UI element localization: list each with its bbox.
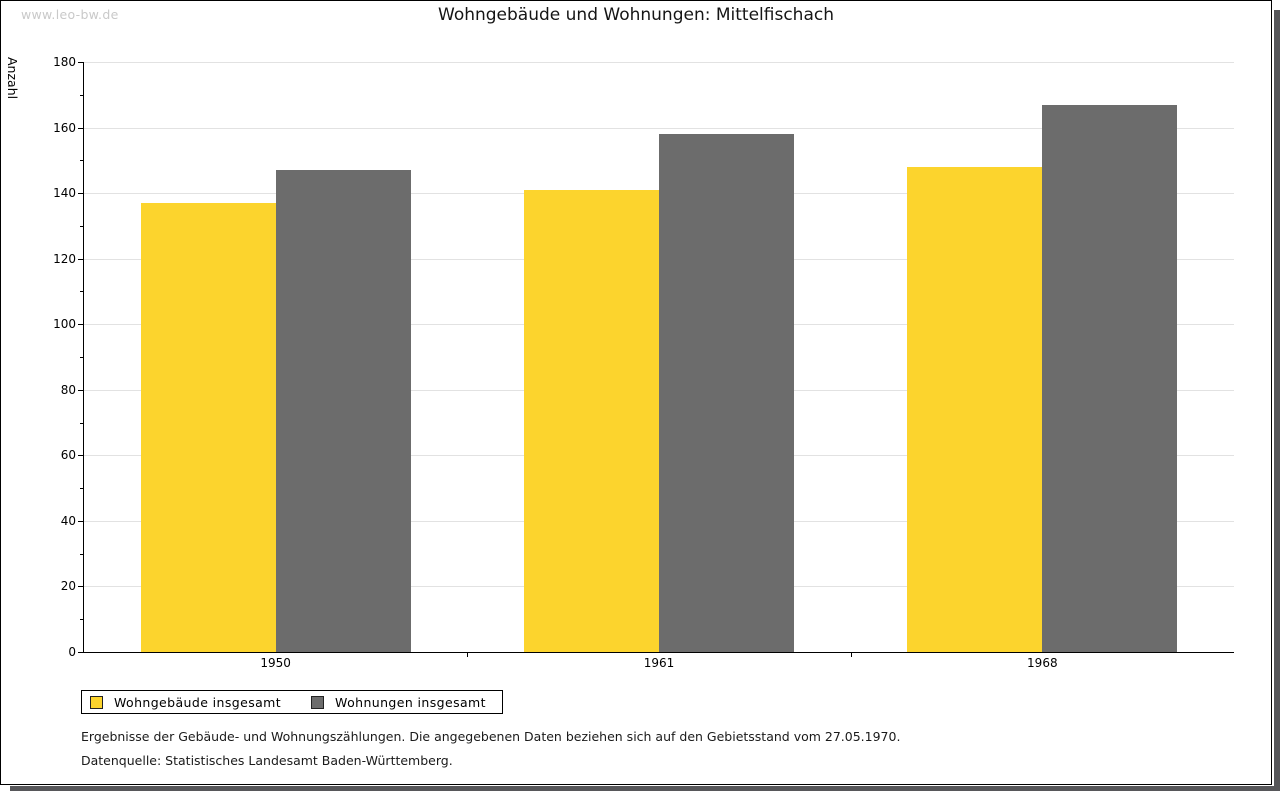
y-tick-label-60: 60 bbox=[60, 448, 76, 463]
legend-swatch-1 bbox=[311, 695, 325, 709]
y-minor-tick-70 bbox=[80, 422, 84, 424]
y-tick-140 bbox=[78, 193, 84, 195]
y-tick-label-140: 140 bbox=[53, 186, 76, 201]
bar-wohngebaeude-1961 bbox=[524, 189, 659, 652]
legend: Wohngebäude insgesamt Wohnungen insgesam… bbox=[81, 690, 503, 714]
y-tick-100 bbox=[78, 324, 84, 326]
y-tick-label-160: 160 bbox=[53, 120, 76, 135]
y-minor-tick-90 bbox=[80, 357, 84, 358]
legend-entry-wohnungen: Wohnungen insgesamt bbox=[311, 695, 486, 710]
bar-wohngebaeude-1950 bbox=[140, 202, 276, 652]
x-boundary-tick-2 bbox=[850, 652, 852, 657]
y-tick-20 bbox=[78, 586, 84, 588]
y-tick-label-100: 100 bbox=[53, 317, 76, 332]
x-boundary-tick-1 bbox=[467, 652, 469, 657]
footnote-line-2: Datenquelle: Statistisches Landesamt Bad… bbox=[81, 753, 453, 768]
legend-swatch-0 bbox=[90, 695, 103, 709]
y-tick-80 bbox=[78, 389, 84, 391]
y-tick-label-20: 20 bbox=[60, 579, 76, 594]
y-tick-160 bbox=[78, 127, 84, 129]
y-minor-tick-10 bbox=[80, 619, 84, 621]
chart-title: Wohngebäude und Wohnungen: Mittelfischac… bbox=[438, 5, 834, 25]
y-minor-tick-110 bbox=[80, 291, 84, 293]
y-tick-120 bbox=[78, 258, 84, 260]
bar-wohnungen-1961 bbox=[659, 134, 794, 652]
x-label-1968: 1968 bbox=[1027, 656, 1058, 670]
frame-shadow-bottom bbox=[10, 786, 1280, 791]
y-tick-60 bbox=[78, 455, 84, 457]
legend-entry-wohngebaeude: Wohngebäude insgesamt bbox=[90, 695, 281, 710]
y-minor-tick-130 bbox=[80, 225, 84, 227]
y-tick-label-180: 180 bbox=[53, 55, 76, 69]
y-axis-label: Anzahl bbox=[5, 57, 20, 100]
legend-label: Wohnungen insgesamt bbox=[335, 694, 486, 710]
bar-wohnungen-1950 bbox=[275, 170, 411, 652]
x-label-1950: 1950 bbox=[260, 656, 291, 670]
bar-wohngebaeude-1968 bbox=[907, 166, 1043, 652]
y-minor-tick-30 bbox=[80, 553, 84, 555]
y-minor-tick-50 bbox=[80, 488, 84, 490]
footnote-line-1: Ergebnisse der Gebäude- und Wohnungszähl… bbox=[81, 729, 901, 744]
y-tick-180 bbox=[78, 62, 84, 63]
y-tick-40 bbox=[78, 520, 84, 522]
y-tick-label-0: 0 bbox=[68, 645, 76, 659]
y-minor-tick-170 bbox=[80, 94, 84, 96]
x-label-1961: 1961 bbox=[643, 656, 675, 670]
y-tick-0 bbox=[78, 652, 84, 653]
gridline-y-160 bbox=[84, 127, 1234, 129]
legend-label: Wohngebäude insgesamt bbox=[114, 694, 282, 710]
y-tick-label-40: 40 bbox=[60, 513, 76, 528]
y-minor-tick-150 bbox=[80, 160, 84, 162]
bar-wohnungen-1968 bbox=[1042, 104, 1178, 652]
y-tick-label-80: 80 bbox=[60, 382, 76, 397]
y-tick-label-120: 120 bbox=[53, 251, 76, 266]
frame-shadow-right bbox=[1274, 10, 1280, 791]
gridline-y-180 bbox=[84, 62, 1234, 63]
watermark: www.leo-bw.de bbox=[21, 7, 119, 22]
plot-area: 0 20 40 60 80 100 120 140 160 180 1950 1961 1968 bbox=[53, 55, 1234, 670]
